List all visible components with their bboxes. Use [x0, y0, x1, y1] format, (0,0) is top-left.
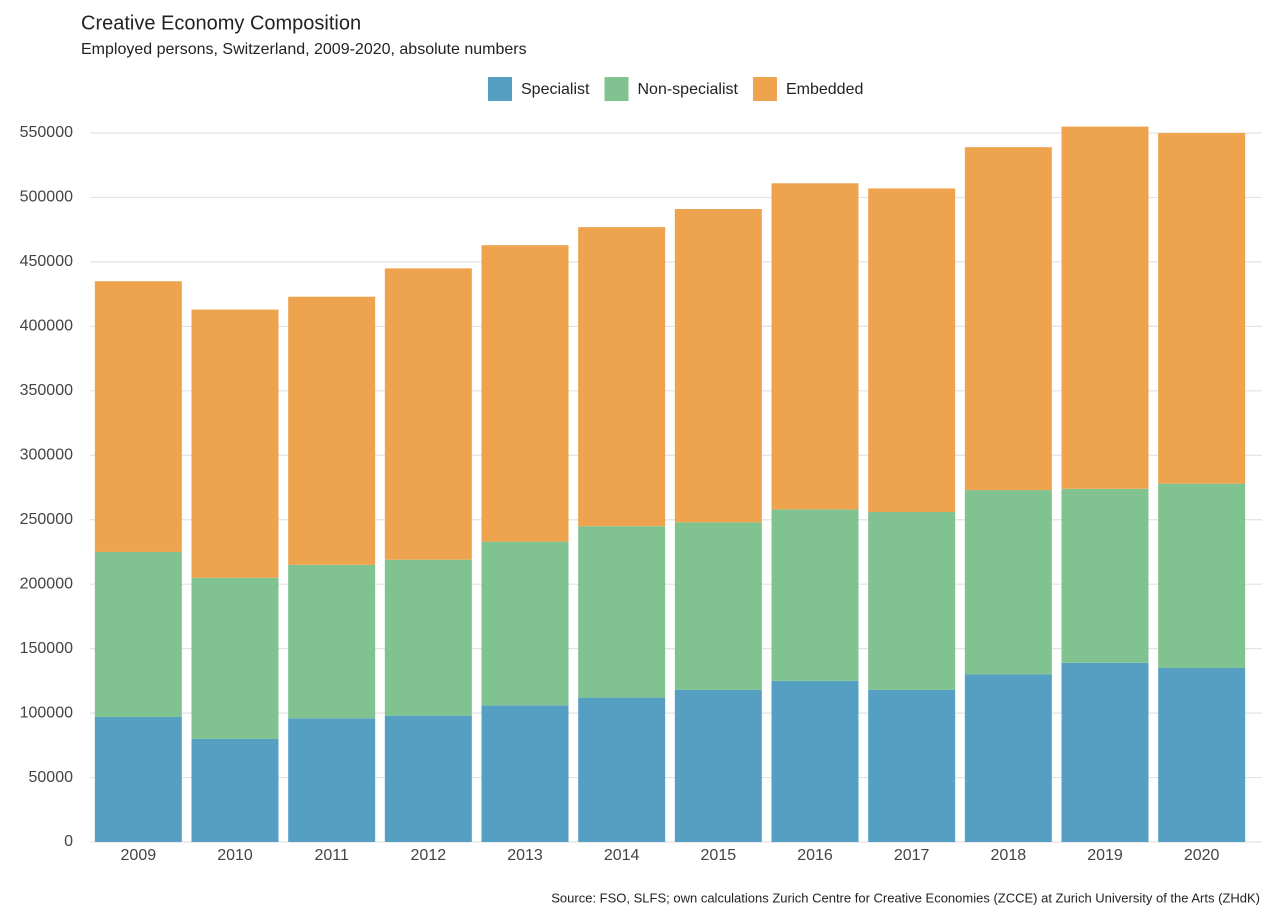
y-tick-label: 450000 — [20, 253, 73, 270]
legend-swatch — [488, 77, 512, 101]
bar-segment — [191, 309, 279, 578]
legend-swatch — [752, 77, 777, 101]
bar-segment — [674, 209, 762, 523]
bar-segment — [288, 718, 376, 842]
bar-segment — [868, 511, 956, 690]
x-tick-label: 2020 — [1184, 847, 1220, 864]
bar-segment — [771, 509, 859, 681]
y-tick-label: 150000 — [20, 640, 73, 657]
bar-segment — [384, 559, 472, 716]
bar-segment — [191, 738, 279, 842]
x-tick-label: 2018 — [991, 847, 1027, 864]
bar-segment — [481, 245, 569, 542]
x-tick-label: 2019 — [1087, 847, 1123, 864]
bar-segment — [1061, 488, 1149, 663]
bar-segment — [1061, 662, 1149, 842]
y-tick-label: 50000 — [29, 769, 74, 786]
bar-segment — [94, 716, 182, 842]
bar-segment — [288, 296, 376, 565]
bar-segment — [964, 147, 1052, 491]
x-tick-label: 2010 — [217, 847, 253, 864]
bar-segment — [674, 689, 762, 842]
bar-segment — [771, 183, 859, 510]
bar-segment — [578, 697, 666, 842]
bar-segment — [1158, 483, 1246, 668]
chart-subtitle: Employed persons, Switzerland, 2009-2020… — [81, 41, 527, 58]
chart-title: Creative Economy Composition — [81, 12, 361, 34]
y-tick-label: 400000 — [20, 318, 73, 335]
x-tick-label: 2016 — [797, 847, 833, 864]
bar-segment — [384, 268, 472, 560]
bar-segment — [964, 490, 1052, 675]
bar-segment — [674, 522, 762, 690]
bar-segment — [771, 680, 859, 842]
bar-segment — [191, 577, 279, 739]
bar-segment — [481, 541, 569, 706]
bar-segment — [578, 526, 666, 698]
legend-label: Specialist — [521, 81, 590, 98]
bar-segment — [384, 715, 472, 842]
x-tick-label: 2012 — [411, 847, 447, 864]
bar-segment — [94, 281, 182, 552]
y-tick-label: 200000 — [20, 575, 73, 592]
y-tick-label: 350000 — [20, 382, 73, 399]
y-tick-label: 500000 — [20, 189, 73, 206]
bar-segment — [1158, 133, 1246, 484]
bar-segment — [1061, 126, 1149, 489]
bar-segment — [868, 188, 956, 512]
y-tick-label: 0 — [64, 833, 73, 850]
y-tick-label: 100000 — [20, 704, 73, 721]
source-note: Source: FSO, SLFS; own calculations Zuri… — [551, 890, 1260, 905]
x-tick-label: 2017 — [894, 847, 930, 864]
legend-swatch — [604, 77, 629, 101]
bar-segment — [868, 689, 956, 842]
legend-label: Non-specialist — [637, 81, 738, 98]
x-tick-label: 2009 — [121, 847, 157, 864]
bar-segment — [481, 705, 569, 842]
bar-segment — [94, 551, 182, 717]
legend-label: Embedded — [786, 81, 863, 98]
bar-segment — [578, 227, 666, 527]
x-tick-label: 2014 — [604, 847, 640, 864]
y-tick-label: 300000 — [20, 446, 73, 463]
x-tick-label: 2011 — [314, 847, 349, 864]
x-tick-label: 2013 — [507, 847, 543, 864]
y-tick-label: 250000 — [20, 511, 73, 528]
bar-segment — [1158, 667, 1246, 842]
bar-segment — [964, 674, 1052, 842]
bar-segment — [288, 564, 376, 719]
y-tick-label: 550000 — [20, 124, 73, 141]
x-tick-label: 2015 — [701, 847, 737, 864]
